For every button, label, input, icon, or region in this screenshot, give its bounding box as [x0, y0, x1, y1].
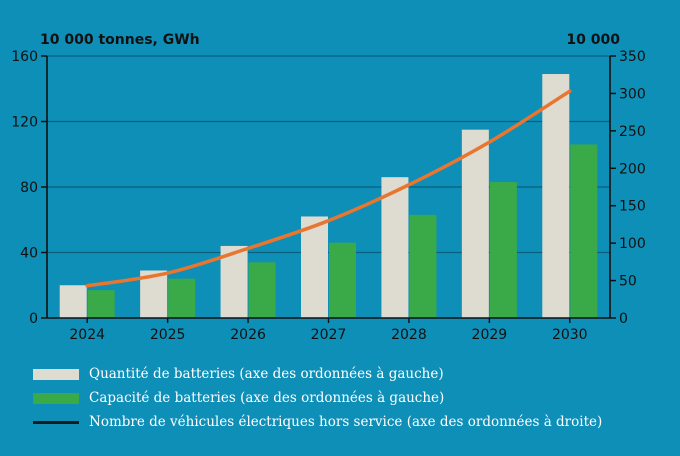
x-tick-label: 2025	[150, 327, 186, 343]
x-tick-label: 2024	[69, 327, 105, 343]
line-series	[85, 89, 572, 288]
legend-item-retired-vehicles: Nombre de véhicules électriques hors ser…	[33, 410, 602, 434]
x-tick-label: 2029	[472, 327, 508, 343]
left-tick-label: 40	[20, 246, 38, 262]
left-axis-unit-label: 10 000 tonnes, GWh	[40, 32, 200, 48]
bar-battery-capacity	[248, 262, 276, 318]
x-tick-label: 2026	[230, 327, 266, 343]
bar-battery-quantity	[301, 216, 328, 318]
x-tick-label: 2028	[391, 327, 427, 343]
right-tick-label: 100	[619, 236, 646, 252]
line-retired-vehicles	[85, 89, 572, 288]
bar-battery-quantity	[542, 74, 570, 318]
right-tick-label: 0	[619, 311, 628, 327]
legend-item-battery-quantity: Quantité de batteries (axe des ordonnées…	[33, 362, 602, 386]
legend-label-battery-capacity: Capacité de batteries (axe des ordonnées…	[89, 390, 445, 406]
right-tick-label: 250	[619, 124, 646, 140]
bar-battery-capacity	[570, 144, 598, 318]
bar-battery-quantity	[461, 129, 489, 318]
bars	[59, 74, 598, 318]
bar-battery-capacity	[87, 290, 115, 318]
bar-battery-quantity	[59, 285, 87, 318]
legend-swatch-retired-vehicles	[33, 420, 79, 424]
legend-swatch-battery-quantity	[33, 368, 79, 380]
left-tick-label: 120	[11, 115, 38, 131]
right-tick-label: 50	[619, 274, 637, 290]
bar-battery-capacity	[168, 278, 196, 318]
bar-battery-quantity	[220, 245, 248, 318]
x-tick-label: 2030	[552, 327, 588, 343]
legend-item-battery-capacity: Capacité de batteries (axe des ordonnées…	[33, 386, 602, 410]
right-tick-label: 350	[619, 49, 646, 65]
legend-swatch-battery-capacity	[33, 392, 79, 404]
right-tick-label: 200	[619, 161, 646, 177]
bar-battery-capacity	[489, 182, 517, 318]
left-tick-label: 160	[11, 49, 38, 65]
x-tick-label: 2027	[311, 327, 347, 343]
bar-battery-capacity	[329, 242, 356, 318]
legend-label-battery-quantity: Quantité de batteries (axe des ordonnées…	[89, 366, 444, 382]
left-tick-label: 0	[29, 311, 38, 327]
left-tick-label: 80	[20, 180, 38, 196]
right-tick-label: 300	[619, 86, 646, 102]
legend-label-retired-vehicles: Nombre de véhicules électriques hors ser…	[89, 414, 603, 430]
legend: Quantité de batteries (axe des ordonnées…	[33, 362, 602, 434]
right-tick-label: 150	[619, 199, 646, 215]
bar-battery-capacity	[409, 214, 437, 318]
right-axis-unit-label: 10 000	[566, 32, 620, 48]
bar-battery-quantity	[381, 177, 409, 318]
axes: 0 40 80 120 160 0 50 100 150 200 250 300 350 2024 2025…	[11, 49, 645, 343]
